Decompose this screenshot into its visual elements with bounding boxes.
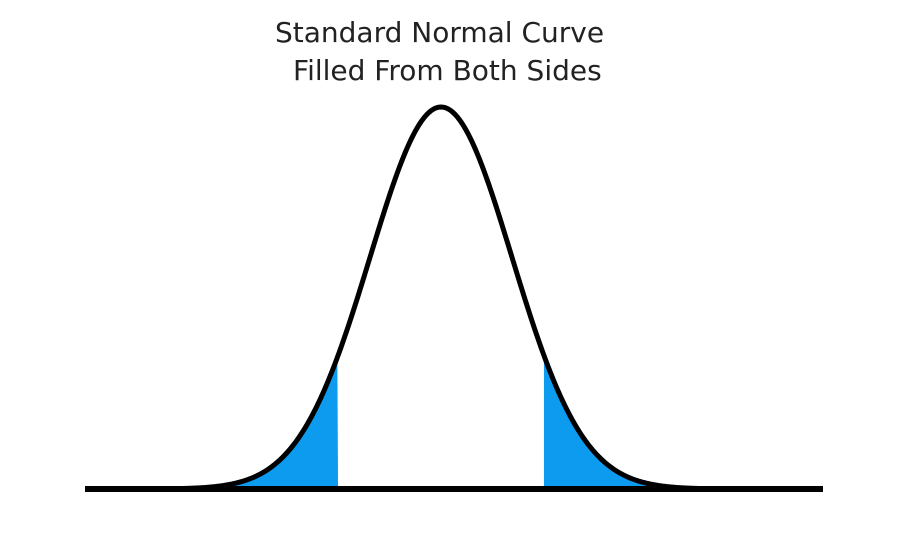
title-line-1: Standard Normal Curve <box>275 16 605 49</box>
bell-curve <box>141 104 741 492</box>
title-line-2: Filled From Both Sides <box>293 54 602 87</box>
right-tail-fill <box>543 355 740 489</box>
left-tail-fill <box>142 357 339 489</box>
